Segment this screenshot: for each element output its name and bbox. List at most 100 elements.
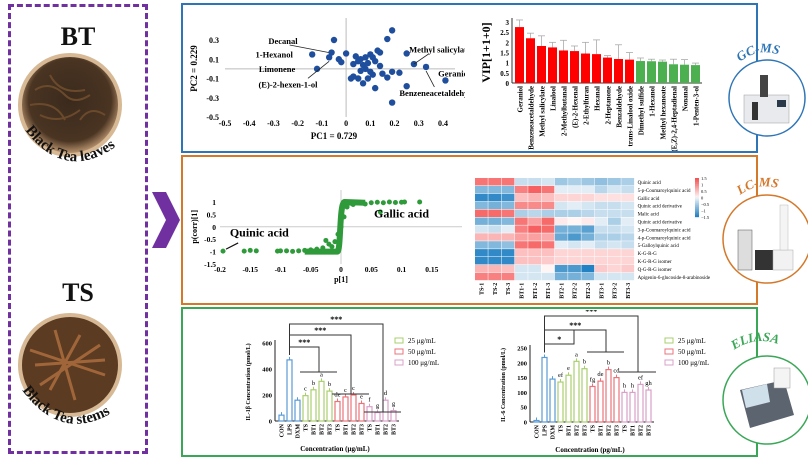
heatmap-cell — [501, 185, 515, 194]
color-scale-label: 1.5 — [701, 176, 707, 181]
ts-title: TS — [62, 278, 94, 307]
heatmap-cell — [488, 272, 502, 281]
data-point — [347, 75, 355, 82]
data-point — [357, 56, 364, 63]
y-tick-label: 1 — [506, 60, 510, 68]
heatmap-cell — [501, 178, 515, 186]
bar — [605, 369, 612, 423]
significance-letter: c — [344, 387, 347, 394]
bar — [515, 27, 524, 83]
bar — [541, 356, 548, 423]
gcms-instrument: GC-MS — [728, 40, 806, 137]
data-point — [362, 201, 368, 207]
heatmap-cell — [501, 217, 515, 225]
category-label: BT3 — [392, 424, 398, 435]
category-label: BT2 — [607, 425, 613, 436]
bar — [548, 47, 557, 83]
data-point — [335, 231, 341, 237]
data-point — [332, 239, 338, 245]
heatmap-cell — [528, 193, 541, 202]
legend-label: 50 μg/mL — [408, 348, 436, 356]
bar — [382, 399, 389, 422]
row-label: Q-G-R-G isomer — [638, 268, 672, 273]
heatmap-cell — [501, 241, 515, 249]
heatmap-cell — [621, 249, 635, 257]
bar — [278, 414, 285, 422]
heatmap-cell — [528, 217, 541, 225]
heatmap-cell — [514, 193, 528, 202]
category-label: TS — [591, 424, 597, 432]
data-point — [380, 200, 386, 206]
heatmap-cell — [488, 178, 502, 186]
heatmap-cell — [621, 233, 635, 241]
data-point — [356, 200, 362, 206]
data-point — [384, 35, 391, 43]
color-scale-segment — [695, 179, 699, 183]
heatmap-cell — [594, 217, 608, 225]
significance-letter: de — [334, 392, 340, 399]
data-point — [364, 75, 372, 82]
color-scale-segment — [695, 191, 699, 194]
category-label: TS — [336, 423, 342, 431]
data-point — [338, 224, 344, 230]
heatmap-cell — [608, 178, 621, 186]
heatmap-cell — [594, 225, 608, 233]
heatmap-cell — [581, 233, 595, 241]
column-label: BT2-3 — [586, 283, 592, 299]
column-label: BT2-2 — [573, 283, 579, 299]
row-label: Quinic acid derivative — [638, 205, 683, 210]
column-label: TS-2 — [493, 283, 499, 295]
color-scale-segment — [695, 209, 699, 212]
heatmap-cell — [554, 249, 568, 257]
heatmap-cell — [594, 249, 608, 257]
x-tick-label: 0 — [339, 265, 343, 274]
row-label: Quinic acid derivative — [638, 221, 683, 226]
category-label: BT3 — [615, 425, 621, 436]
category-label: 1-Penten-3-ol — [693, 86, 701, 126]
category-label: TS — [368, 423, 374, 431]
bar — [637, 383, 644, 423]
row-label: 4-p-Coumaroylquinic acid — [638, 236, 691, 241]
y-tick-label: 400 — [262, 367, 272, 374]
heatmap-cell — [501, 257, 515, 265]
x-tick-label: -0.5 — [219, 119, 232, 128]
color-scale-segment — [695, 211, 699, 214]
data-point — [320, 245, 326, 251]
bar — [559, 50, 568, 83]
bar — [573, 360, 580, 423]
comparison-bracket — [544, 315, 639, 372]
s-plot: -0.2 -0.15 -0.1 -0.05 0 0.05 0.1 0.15 1 0.5 0 -0.5 -… — [190, 190, 462, 284]
data-point — [403, 50, 410, 57]
heatmap-cell — [528, 257, 541, 265]
black-tea-leaves-image: Black Tea leaves — [18, 53, 122, 165]
bar — [294, 399, 301, 422]
heatmap-cell — [554, 178, 568, 186]
category-label: BT2 — [320, 424, 326, 435]
data-point — [362, 65, 369, 73]
data-point — [369, 71, 376, 78]
x-tick-label: -0.3 — [267, 119, 280, 128]
heatmap-cell — [621, 209, 635, 217]
bar — [645, 389, 652, 423]
data-point — [388, 68, 396, 75]
bar — [613, 376, 620, 423]
heatmap-cell — [621, 178, 635, 186]
heatmap-cell — [514, 264, 528, 273]
heatmap-cell — [594, 193, 608, 202]
x-tick-label: 0.15 — [425, 265, 438, 274]
category-label: Linalool — [550, 86, 558, 111]
color-scale-segment — [695, 187, 699, 190]
heatmap-cell — [475, 272, 488, 281]
pca-score-plot: -0.5 -0.4 -0.3 -0.2 -0.1 0 0.1 0.2 0.3 0.4 0.3 0.1 -… — [189, 18, 465, 141]
heatmap-cell — [488, 225, 502, 233]
category-label: CON — [535, 424, 541, 438]
point-label: Benzeneacetaldehyde — [399, 88, 465, 98]
heatmap-cell — [514, 178, 528, 186]
x-tick-label: -0.1 — [275, 265, 287, 274]
heatmap-cell — [554, 241, 568, 249]
heatmap-cell — [514, 272, 528, 281]
heatmap-cell — [528, 272, 541, 281]
bar — [691, 65, 700, 83]
x-tick-label: -0.05 — [303, 265, 319, 274]
heatmap-cell — [608, 209, 621, 217]
